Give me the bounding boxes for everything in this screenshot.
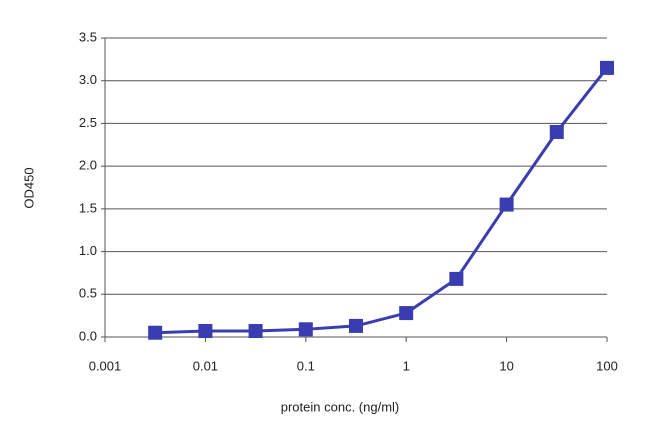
data-point — [399, 306, 414, 321]
y-tick-label: 2.5 — [79, 115, 97, 130]
data-point — [600, 60, 614, 75]
x-tick-label: 0.01 — [193, 358, 218, 373]
data-point — [348, 318, 363, 333]
y-tick-label: 3.5 — [79, 29, 97, 44]
data-point — [248, 324, 263, 339]
y-axis-label: OD450 — [21, 167, 36, 208]
data-point — [298, 322, 313, 337]
x-axis-label: protein conc. (ng/ml) — [281, 399, 400, 414]
data-point — [148, 325, 163, 340]
y-tick-label: 0.5 — [79, 286, 97, 301]
y-tick-label: 0.0 — [79, 328, 97, 343]
x-tick-label: 1 — [403, 358, 410, 373]
data-point — [449, 271, 464, 286]
y-tick-label: 2.0 — [79, 158, 97, 173]
data-point — [549, 124, 564, 139]
x-tick-label: 0.001 — [89, 358, 122, 373]
x-tick-label: 10 — [499, 358, 513, 373]
y-tick-label: 3.0 — [79, 72, 97, 87]
y-tick-label: 1.5 — [79, 200, 97, 215]
x-tick-label: 0.1 — [297, 358, 315, 373]
series-line — [155, 66, 609, 335]
x-tick-label: 100 — [596, 358, 618, 373]
data-point — [198, 324, 213, 339]
y-tick-label: 1.0 — [79, 243, 97, 258]
data-point — [499, 197, 514, 212]
